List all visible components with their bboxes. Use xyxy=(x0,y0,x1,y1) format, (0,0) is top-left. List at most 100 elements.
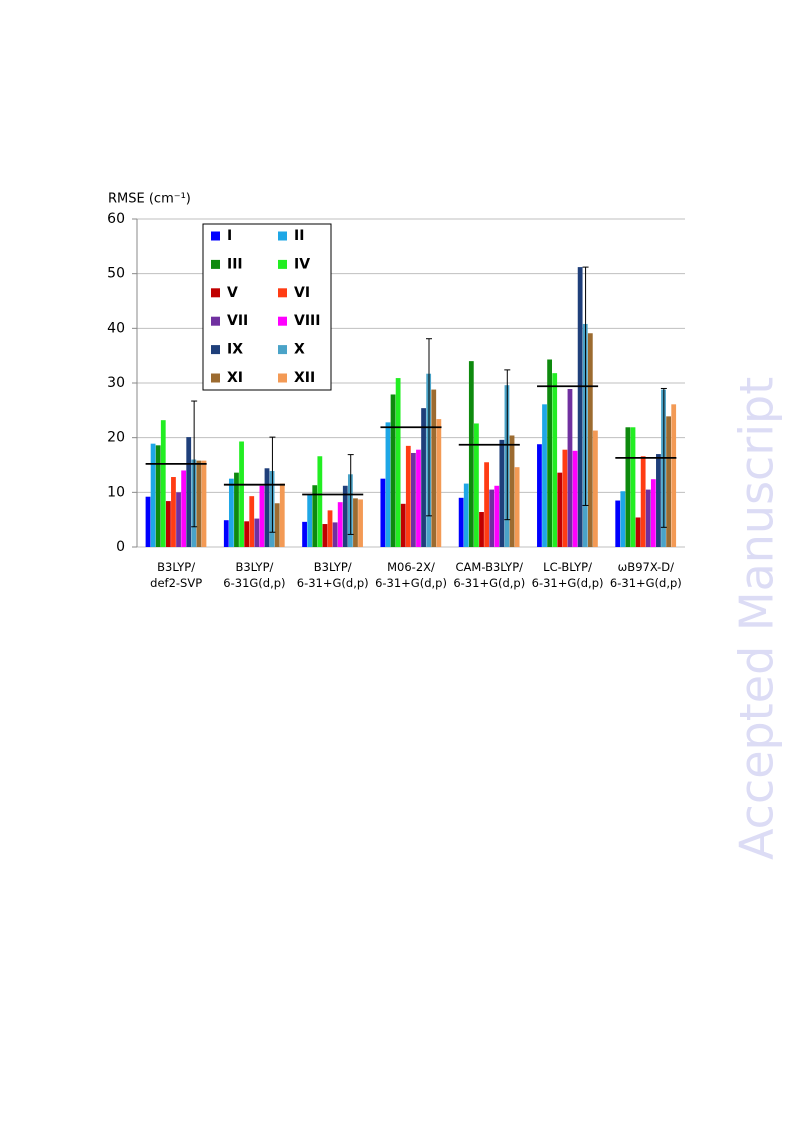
bar xyxy=(567,389,573,547)
bar xyxy=(201,460,207,547)
bar xyxy=(479,512,484,547)
bar xyxy=(620,491,626,547)
legend-swatch xyxy=(278,231,287,241)
legend-label: VIII xyxy=(294,313,320,329)
bar xyxy=(494,485,500,547)
bar xyxy=(468,361,474,547)
bar xyxy=(196,460,202,547)
bar xyxy=(572,450,578,547)
x-tick-label: B3LYP/6-31+G(d,p) xyxy=(297,560,369,590)
x-tick-line: B3LYP/ xyxy=(157,560,195,574)
x-tick-line: 6-31+G(d,p) xyxy=(297,576,369,590)
bar xyxy=(625,427,631,547)
legend-swatch xyxy=(278,373,287,383)
bar xyxy=(421,408,426,547)
legend-swatch xyxy=(211,373,220,383)
bar xyxy=(666,416,671,547)
y-tick-label: 10 xyxy=(107,484,125,500)
y-tick-label: 40 xyxy=(107,320,125,336)
bar xyxy=(630,427,636,547)
x-tick-line: 6-31G(d,p) xyxy=(223,576,285,590)
bar xyxy=(155,445,161,547)
legend-label: XI xyxy=(227,370,243,386)
legend-label: III xyxy=(227,256,243,272)
y-tick-label: 30 xyxy=(107,375,125,391)
bar xyxy=(358,499,363,547)
legend-label: II xyxy=(294,228,304,244)
bar xyxy=(254,518,260,547)
bar xyxy=(547,359,553,547)
bar xyxy=(249,496,255,547)
x-tick-line: B3LYP/ xyxy=(235,560,273,574)
y-tick-label: 50 xyxy=(107,266,125,282)
bar xyxy=(181,470,187,547)
bar xyxy=(552,373,558,547)
bar xyxy=(671,404,677,547)
bar xyxy=(587,333,593,547)
x-tick-line: CAM-B3LYP/ xyxy=(456,560,524,574)
bar xyxy=(342,485,348,547)
bar xyxy=(244,521,250,547)
x-tick-label: ωB97X-D/6-31+G(d,p) xyxy=(610,560,682,590)
legend-swatch xyxy=(278,259,287,269)
legend-label: VI xyxy=(294,285,310,301)
bar xyxy=(150,443,156,547)
bar xyxy=(635,517,641,547)
watermark: Accepted Manuscript xyxy=(730,377,784,860)
bar xyxy=(562,449,568,547)
legend-swatch xyxy=(211,288,220,298)
bar xyxy=(514,467,520,547)
x-tick-line: 6-31+G(d,p) xyxy=(610,576,682,590)
bar xyxy=(228,478,234,547)
legend-label: IX xyxy=(227,342,243,358)
bar xyxy=(645,489,651,547)
bar xyxy=(463,483,469,547)
legend-label: X xyxy=(294,342,305,358)
bar xyxy=(499,439,505,547)
legend-swatch xyxy=(278,345,287,355)
bar xyxy=(186,437,192,547)
bar xyxy=(327,510,333,547)
legend-swatch xyxy=(211,316,220,326)
bar xyxy=(640,456,646,547)
bar xyxy=(165,501,171,547)
x-tick-line: B3LYP/ xyxy=(314,560,352,574)
bar xyxy=(405,445,411,547)
bar xyxy=(239,441,244,547)
bar xyxy=(557,472,563,547)
bar xyxy=(312,485,318,547)
bar xyxy=(436,419,442,547)
bar xyxy=(385,422,391,547)
legend-swatch xyxy=(211,231,220,241)
x-tick-line: def2-SVP xyxy=(150,576,202,590)
bar xyxy=(145,496,151,547)
x-tick-line: 6-31+G(d,p) xyxy=(453,576,525,590)
bar xyxy=(411,452,416,547)
bar xyxy=(160,420,166,547)
legend-swatch xyxy=(211,345,220,355)
x-tick-line: LC-BLYP/ xyxy=(543,560,592,574)
bar xyxy=(380,478,386,547)
bar xyxy=(264,468,270,547)
y-tick-label: 20 xyxy=(107,430,125,446)
x-tick-label: B3LYP/6-31G(d,p) xyxy=(223,560,285,590)
bar xyxy=(474,423,479,547)
bar xyxy=(650,479,656,547)
bar xyxy=(458,497,464,547)
legend-swatch xyxy=(278,316,287,326)
bar xyxy=(431,389,437,547)
x-tick-line: M06-2X/ xyxy=(387,560,435,574)
bar xyxy=(395,378,401,547)
bar xyxy=(274,503,280,547)
bar xyxy=(542,404,547,547)
bar xyxy=(337,502,343,547)
bar xyxy=(322,524,328,547)
bar xyxy=(593,430,598,547)
bar xyxy=(307,495,313,547)
y-tick-label: 60 xyxy=(107,211,125,227)
bar xyxy=(489,489,495,547)
legend-box xyxy=(202,223,332,391)
bar xyxy=(537,444,542,547)
bar xyxy=(259,485,265,547)
